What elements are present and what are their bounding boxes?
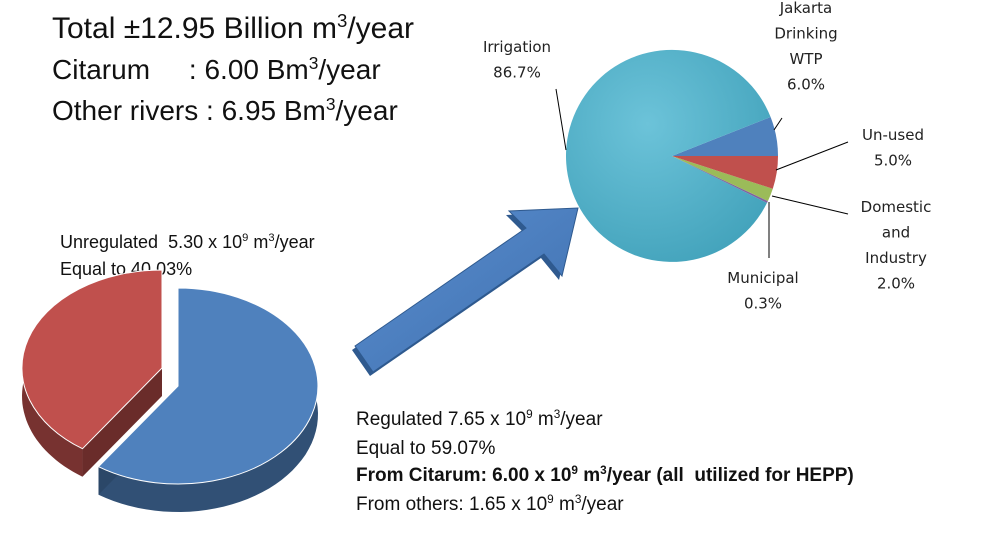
- pie-label-irrigation: Irrigation 86.7%: [483, 38, 551, 82]
- pie-label-domestic: Domestic and Industry 2.0%: [861, 198, 932, 293]
- unregulated-volume: Unregulated 5.30 x 109 m3/year: [60, 232, 315, 252]
- pie-label-municipal: Municipal 0.3%: [727, 269, 798, 313]
- pie-slice-jakarta: [672, 117, 779, 156]
- pie-label-line: Jakarta: [779, 0, 832, 17]
- leader-line: [775, 141, 849, 171]
- pie-label-line: 86.7%: [493, 64, 541, 82]
- pie3d-wall-regulated: [98, 288, 318, 512]
- pie-label-line: Un-used: [862, 126, 924, 144]
- pie-slice-un-used: [672, 156, 778, 189]
- pie-slice-irrigation: [565, 49, 771, 262]
- pie-label-line: Domestic: [861, 198, 932, 216]
- arrow-shape: [352, 207, 579, 376]
- pie3d-slice-regulated: [97, 287, 319, 485]
- pie-label-jakarta: Jakarta Drinking WTP 6.0%: [774, 0, 837, 94]
- pie-label-line: 0.3%: [744, 295, 782, 313]
- water-use-labels: Irrigation 86.7% Jakarta Drinking WTP 6.0% Un-…: [483, 0, 931, 313]
- unregulated-note: Unregulated 5.30 x 109 m3/year Equal to …: [60, 230, 315, 281]
- pie3d-slice-unregulated: [21, 269, 163, 450]
- pie-label-un-used: Un-used 5.0%: [862, 126, 924, 170]
- pie3d-face: [82, 368, 162, 477]
- water-use-pie: [565, 49, 779, 262]
- pie-label-line: WTP: [789, 50, 822, 68]
- leader-line: [773, 117, 783, 131]
- pie-label-line: Drinking: [774, 25, 837, 43]
- pie-label-line: 6.0%: [787, 76, 825, 94]
- pie-slice-municipal: [672, 156, 768, 203]
- others-volume: From others: 1.65 x 109 m3/year: [356, 492, 624, 515]
- regulated-percent: Equal to 59.07%: [356, 438, 496, 459]
- pie-label-line: Municipal: [727, 269, 798, 287]
- citarum-line: Citarum : 6.00 Bm3/year: [52, 52, 381, 85]
- headline: Total ±12.95 Billion m3/year Citarum : 6…: [52, 10, 414, 133]
- leader-line: [555, 88, 567, 151]
- regulated-volume: Regulated 7.65 x 109 m3/year: [356, 407, 603, 430]
- citarum-utilization: From Citarum: 6.00 x 109 m3/year (all ut…: [356, 463, 854, 486]
- regulated-unregulated-pie: [21, 269, 319, 512]
- pie-slice-domestic: [672, 156, 773, 202]
- total-line: Total ±12.95 Billion m3/year: [52, 9, 414, 45]
- pie-label-line: 2.0%: [877, 275, 915, 293]
- pie-label-line: Industry: [865, 249, 927, 267]
- pie-label-line: and: [882, 224, 910, 242]
- other-rivers-line: Other rivers : 6.95 Bm3/year: [52, 93, 398, 126]
- leader-line: [771, 195, 849, 215]
- regulated-note: Regulated 7.65 x 109 m3/year Equal to 59…: [356, 406, 854, 520]
- pie-label-line: Irrigation: [483, 38, 551, 56]
- pie-label-line: 5.0%: [874, 152, 912, 170]
